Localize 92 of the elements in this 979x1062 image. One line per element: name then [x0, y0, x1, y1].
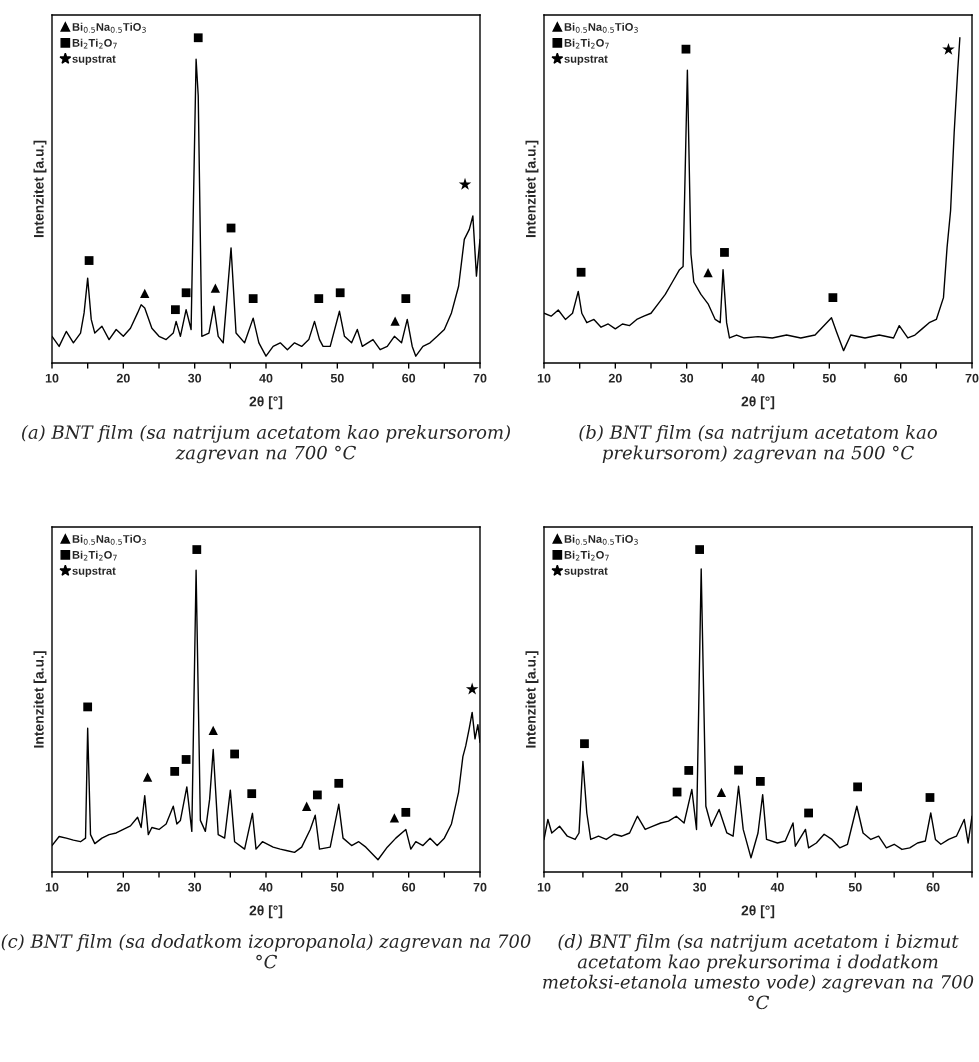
legend-label: supstrat [72, 55, 116, 65]
x-tick-label: 60 [926, 882, 940, 892]
x-tick-label: 20 [615, 882, 629, 892]
legend-label: Bi$_{0.5}$Na$_{0.5}$TiO$_{3}$ [72, 534, 146, 545]
x-tick-label: 40 [751, 373, 765, 383]
x-tick-label: 60 [894, 373, 908, 383]
legend-label: Bi$_{2}$Ti$_{2}$O$_{7}$ [564, 550, 609, 561]
x-tick-label: 20 [116, 882, 130, 892]
point [230, 749, 240, 759]
point [720, 248, 729, 257]
x-axis-title: 2θ [°] [249, 905, 283, 919]
point [192, 545, 202, 554]
x-tick-label: 10 [537, 373, 551, 383]
point [755, 777, 765, 786]
legend-label: Bi$_{2}$Ti$_{2}$O$_{7}$ [564, 38, 609, 49]
legend-label: supstrat [72, 567, 116, 577]
point [695, 545, 705, 554]
x-tick-label: 50 [330, 373, 344, 383]
point [171, 305, 180, 315]
point [314, 294, 324, 303]
point [208, 725, 218, 736]
point [193, 33, 203, 43]
point [804, 808, 813, 818]
point [458, 177, 472, 190]
point [170, 767, 180, 776]
legend-label: Bi$_{0.5}$Na$_{0.5}$TiO$_{3}$ [564, 534, 638, 545]
point [210, 283, 221, 293]
y-axis-title: Intenzitet [a.u.] [525, 651, 539, 748]
point [389, 813, 400, 823]
point [580, 739, 589, 749]
y-axis-title: Intenzitet [a.u.] [525, 140, 539, 238]
x-tick-label: 50 [822, 373, 836, 383]
point [716, 787, 727, 798]
point [401, 294, 411, 303]
point [465, 682, 479, 695]
x-tick-label: 70 [473, 882, 487, 892]
point [334, 778, 344, 788]
x-tick-label: 60 [402, 882, 416, 892]
point [312, 790, 322, 800]
x-tick-label: 70 [965, 373, 979, 383]
point [828, 293, 838, 303]
point [942, 42, 955, 55]
x-axis-title: 2θ [°] [741, 905, 775, 919]
x-tick-label: 30 [188, 882, 202, 892]
legend-label: Bi$_{0.5}$Na$_{0.5}$TiO$_{3}$ [72, 22, 146, 33]
point [302, 801, 312, 811]
x-tick-label: 50 [330, 882, 344, 892]
x-tick-label: 30 [692, 882, 707, 892]
point [83, 702, 93, 712]
x-tick-label: 50 [848, 882, 862, 892]
point [734, 765, 743, 775]
point [142, 772, 153, 782]
text: (c) BNT film (sa dodatkom izopropanola) zagrevan na 700 °C [1, 934, 531, 969]
text: (b) BNT film (sa natrijum acetatom kao prekursorom) zagrevan na 500 °C [579, 425, 937, 464]
x-axis-title: 2θ [°] [741, 396, 775, 410]
legend-label: Bi$_{0.5}$Na$_{0.5}$TiO$_{3}$ [564, 22, 638, 33]
x-tick-label: 20 [116, 373, 130, 383]
point [853, 782, 862, 792]
point [181, 288, 191, 298]
point [390, 316, 400, 326]
x-tick-label: 30 [188, 373, 202, 383]
point [181, 755, 191, 764]
point [401, 807, 411, 817]
x-tick-label: 40 [259, 882, 273, 892]
x-tick-label: 10 [537, 882, 551, 892]
point [703, 267, 713, 278]
x-tick-label: 30 [680, 373, 694, 383]
x-tick-label: 40 [770, 882, 784, 892]
point [681, 44, 691, 54]
legend-label: supstrat [564, 567, 608, 577]
x-tick-label: 10 [45, 373, 59, 383]
point [335, 288, 345, 298]
point [247, 789, 257, 799]
point [684, 766, 694, 775]
point [84, 256, 94, 265]
x-tick-label: 10 [45, 882, 59, 892]
x-tick-label: 60 [402, 373, 416, 383]
point [248, 294, 258, 303]
legend-label: Bi$_{2}$Ti$_{2}$O$_{7}$ [72, 38, 117, 49]
y-axis-title: Intenzitet [a.u.] [33, 651, 47, 748]
x-tick-label: 70 [473, 373, 487, 383]
point [925, 793, 935, 802]
y-axis-title: Intenzitet [a.u.] [33, 140, 47, 238]
text: (d) BNT film (sa natrijum acetatom i bizmut acetatom kao prekursorima i dodatkom metoksi-etanola umesto vode) zagrevan na 700 °C [543, 934, 974, 1010]
point [140, 288, 150, 299]
text: (a) BNT film (sa natrijum acetatom kao prekursorom) zagrevan na 700 °C [22, 425, 510, 464]
legend-label: Bi$_{2}$Ti$_{2}$O$_{7}$ [72, 550, 117, 561]
x-axis-title: 2θ [°] [249, 396, 283, 410]
point [576, 267, 586, 277]
x-tick-label: 20 [608, 373, 622, 383]
legend-label: supstrat [564, 55, 608, 65]
x-tick-label: 40 [259, 373, 273, 383]
